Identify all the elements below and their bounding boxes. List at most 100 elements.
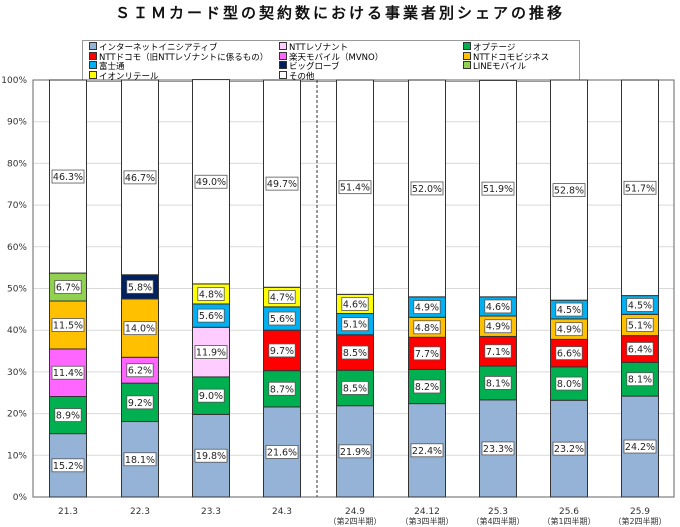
legend-label: 楽天モバイル（MVNO） [289, 52, 384, 63]
data-label: 8.5% [343, 348, 367, 359]
y-tick-label: 40% [7, 326, 27, 336]
data-label-box [338, 444, 372, 459]
data-label-box [481, 441, 515, 456]
legend-item: NTTレゾナント [279, 42, 348, 54]
y-tick-label: 10% [7, 451, 27, 461]
data-label: 7.7% [415, 349, 439, 360]
legend-swatch [463, 42, 471, 50]
data-label-box [268, 311, 296, 326]
data-label-box [54, 280, 82, 294]
data-label: 14.0% [125, 324, 155, 335]
data-label-box [555, 346, 583, 361]
legend-label: インターネットイニシアティブ [99, 43, 218, 53]
legend-item: 富士通 [89, 61, 125, 73]
legend-swatch [89, 61, 97, 69]
data-label: 8.9% [56, 411, 80, 422]
data-label: 9.0% [199, 391, 223, 402]
data-label: 4.6% [343, 299, 367, 310]
data-label: 4.9% [415, 303, 439, 314]
data-label-box [197, 308, 225, 323]
legend-item: ビッグローブ [279, 61, 340, 73]
data-label: 4.5% [628, 300, 652, 311]
data-label-box [51, 365, 85, 380]
data-label-box [626, 298, 654, 312]
data-label-box [341, 297, 369, 311]
data-label-box [51, 169, 85, 184]
data-label: 4.9% [557, 325, 581, 336]
x-tick-sublabel: （第1四半期） [542, 516, 595, 526]
x-tick-sublabel: （第2四半期） [613, 516, 666, 526]
legend-swatch [89, 42, 97, 50]
legend-swatch [89, 70, 97, 79]
y-tick-label: 60% [7, 243, 27, 253]
data-label: 5.1% [628, 320, 652, 331]
data-label: 6.7% [56, 283, 80, 294]
y-tick-label: 30% [7, 368, 27, 378]
data-label: 8.0% [557, 379, 581, 390]
data-label: 4.8% [199, 289, 223, 300]
data-label: 49.7% [267, 179, 297, 190]
data-label-box [555, 302, 583, 317]
data-label: 5.8% [128, 282, 152, 293]
y-tick-label: 70% [7, 201, 27, 211]
legend-label: その他 [289, 71, 315, 82]
legend-swatch [463, 61, 471, 69]
data-label-box [51, 458, 85, 473]
data-label-box [123, 452, 157, 467]
data-label: 52.0% [412, 184, 442, 195]
data-label: 46.7% [125, 173, 155, 184]
y-tick-label: 20% [7, 410, 27, 420]
data-label: 6.4% [628, 344, 652, 355]
x-tick-label: 24.9 [345, 507, 365, 517]
legend-label: ビッグローブ [289, 62, 340, 72]
data-label-box [413, 320, 441, 335]
data-label: 8.7% [270, 384, 294, 395]
data-label-box [626, 342, 654, 356]
data-label-box [481, 181, 515, 196]
legend-item: その他 [279, 70, 315, 83]
x-tick-label: 25.6 [559, 507, 579, 517]
legend-swatch [463, 51, 471, 60]
data-label: 4.6% [486, 302, 510, 313]
data-label-box [194, 345, 228, 359]
data-label-box [197, 287, 225, 301]
data-label: 4.8% [415, 323, 439, 334]
data-label-box [341, 317, 369, 332]
y-tick-label: 50% [7, 285, 27, 295]
data-label-box [268, 343, 296, 358]
data-label: 22.4% [412, 446, 442, 457]
data-label: 49.0% [196, 177, 226, 188]
data-label-box [555, 376, 583, 391]
legend-swatch [279, 42, 287, 50]
data-label: 8.1% [486, 378, 510, 389]
data-label: 21.6% [267, 447, 297, 458]
data-label-box [268, 290, 296, 304]
y-tick-label: 90% [7, 118, 27, 128]
data-label-box [126, 279, 154, 294]
data-label-box [126, 363, 154, 378]
data-label: 6.2% [128, 366, 152, 377]
data-label-box [623, 180, 657, 195]
data-label: 5.6% [199, 311, 223, 322]
x-tick-label: 25.9 [630, 507, 650, 517]
data-label: 5.6% [270, 314, 294, 325]
data-label-box [194, 174, 228, 189]
data-label: 19.8% [196, 451, 226, 462]
data-label: 11.9% [196, 348, 226, 359]
data-label-box [338, 180, 372, 195]
data-label-box [268, 381, 296, 396]
data-label: 46.3% [53, 172, 83, 183]
data-label-box [413, 346, 441, 361]
data-label: 21.9% [340, 447, 370, 458]
legend-item: オプテージ [463, 42, 515, 54]
data-label: 5.1% [343, 320, 367, 331]
data-label-box [626, 372, 654, 387]
data-label: 11.4% [53, 368, 83, 379]
data-label: 51.7% [625, 183, 655, 194]
data-label-box [341, 381, 369, 395]
chart-title: ＳＩＭカード型の契約数における事業者別シェアの推移 [114, 4, 565, 22]
data-label: 11.5% [53, 320, 83, 331]
data-label: 18.1% [125, 455, 155, 466]
data-label-box [265, 176, 299, 191]
data-label: 8.1% [628, 375, 652, 386]
